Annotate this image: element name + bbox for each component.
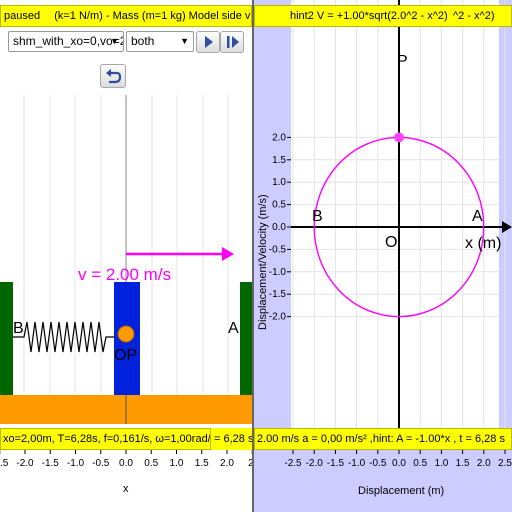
left-wall (0, 282, 13, 395)
x-axis-title: Displacement (m) (358, 485, 444, 497)
phase-plot: P B A O x (m) Displacement/Velocity (m/s… (257, 0, 512, 497)
y-axis-title: Displacement/Velocity (m/s) (257, 194, 269, 330)
left-x-axis: -2.5 -2.0 -1.5 -1.0 -0.5 0.0 0.5 1.0 1.5 2.0 2. x (0, 450, 252, 495)
left-x-tick-label: -0.5 (92, 458, 110, 469)
velocity-arrow-icon (222, 247, 234, 261)
left-x-tick-label: 1.0 (170, 458, 184, 469)
x-tick-label: 0.0 (392, 458, 406, 469)
formula-tail: ^2 - x^2) (453, 10, 495, 22)
chevron-down-icon: ▼ (110, 36, 119, 46)
readout-text: 2.00 m/s a = 0,00 m/s² ,hint: A = -1.00*… (257, 433, 505, 445)
preset-select-value: shm_with_xo=0,vo=2 (13, 34, 124, 48)
right-bottom-bar: 2.00 m/s a = 0,00 m/s² ,hint: A = -1.00*… (254, 428, 512, 450)
axis-x-label: x (m) (465, 235, 501, 252)
y-tick-label: -1.5 (269, 289, 287, 300)
label-b: B (13, 320, 24, 337)
x-tick-label: 1.0 (434, 458, 448, 469)
x-tick-label: -2.0 (306, 458, 324, 469)
x-tick-label: -2.5 (284, 458, 302, 469)
params-text: xo=2,00m, T=6,28s, f=0,161/s, ω=1,00rad/… (3, 433, 217, 445)
label-a: A (228, 320, 239, 337)
chevron-down-icon: ▼ (180, 36, 189, 46)
label-op: OP (114, 347, 137, 364)
formula-text: hint2 V = +1.00*sqrt(2.0^2 - x^2) (290, 10, 448, 22)
left-bottom-bar: xo=2,00m, T=6,28s, f=0,161/s, ω=1,00rad/… (0, 428, 252, 450)
x-tick-label: 2.5 (498, 458, 512, 469)
time-text: = 6,28 s (214, 433, 252, 445)
x-tick-label: -0.5 (369, 458, 387, 469)
reset-button[interactable] (100, 64, 126, 88)
play-button[interactable] (196, 31, 220, 53)
y-tick-label: 0.5 (272, 200, 286, 211)
y-tick-label: 1.5 (272, 155, 286, 166)
left-x-tick-label: 1.5 (195, 458, 209, 469)
mode-select[interactable]: both ▼ (126, 31, 194, 52)
left-x-tick-label: -2.5 (0, 458, 9, 469)
y-tick-label: 1.0 (272, 177, 286, 188)
point-p (394, 132, 404, 143)
status-label: paused (4, 10, 41, 22)
x-tick-label: -1.0 (348, 458, 366, 469)
left-x-tick-label: 2.0 (220, 458, 234, 469)
right-title-bar: hint2 V = +1.00*sqrt(2.0^2 - x^2) ^2 - x… (254, 5, 512, 27)
x-tick-label: 0.5 (413, 458, 427, 469)
preset-select[interactable]: shm_with_xo=0,vo=2 ▼ (8, 31, 124, 52)
left-x-tick-label: 0.0 (119, 458, 133, 469)
y-tick-label: 2.0 (272, 132, 286, 143)
right-wall (240, 282, 252, 395)
x-tick-label: 2.0 (477, 458, 491, 469)
plot-area (291, 0, 499, 450)
y-tick-label: -0.5 (269, 244, 287, 255)
label-p: P (397, 53, 408, 70)
left-x-tick-label: -1.0 (67, 458, 85, 469)
left-x-axis-title: x (123, 483, 129, 495)
reset-icon (106, 69, 122, 84)
left-title-bar: paused (k=1 N/m) - Mass (m=1 kg) Model s… (0, 5, 252, 27)
y-tick-label: -2.0 (269, 312, 287, 323)
left-x-tick-label: -1.5 (42, 458, 60, 469)
left-panel: paused (k=1 N/m) - Mass (m=1 kg) Model s… (0, 0, 252, 512)
time-box: = 6,28 s (210, 428, 252, 450)
mode-select-value: both (131, 34, 155, 48)
right-panel: P B A O x (m) Displacement/Velocity (m/s… (254, 0, 512, 512)
spring-mass-view: v = 2.00 m/s B A OP (0, 95, 252, 424)
left-title: (k=1 N/m) - Mass (m=1 kg) Model side vie… (54, 10, 252, 22)
play-icon (205, 36, 213, 48)
y-tick-label: 0.0 (272, 222, 286, 233)
label-o: O (385, 234, 397, 251)
x-axis-arrow-icon (502, 221, 512, 233)
x-tick-label: 1.5 (456, 458, 470, 469)
velocity-label: v = 2.00 m/s (78, 265, 171, 284)
step-button[interactable] (220, 31, 244, 53)
mass-center (117, 325, 135, 343)
y-tick-label: -1.0 (269, 267, 287, 278)
label-b: B (312, 208, 323, 225)
left-x-tick-label: 0.5 (144, 458, 158, 469)
left-x-tick-label: -2.0 (16, 458, 34, 469)
left-x-tick-label: 2. (248, 458, 252, 469)
x-tick-label: -1.5 (327, 458, 345, 469)
spring (13, 321, 114, 353)
label-a: A (472, 208, 483, 225)
step-icon (227, 36, 239, 48)
panel-divider (252, 0, 254, 512)
